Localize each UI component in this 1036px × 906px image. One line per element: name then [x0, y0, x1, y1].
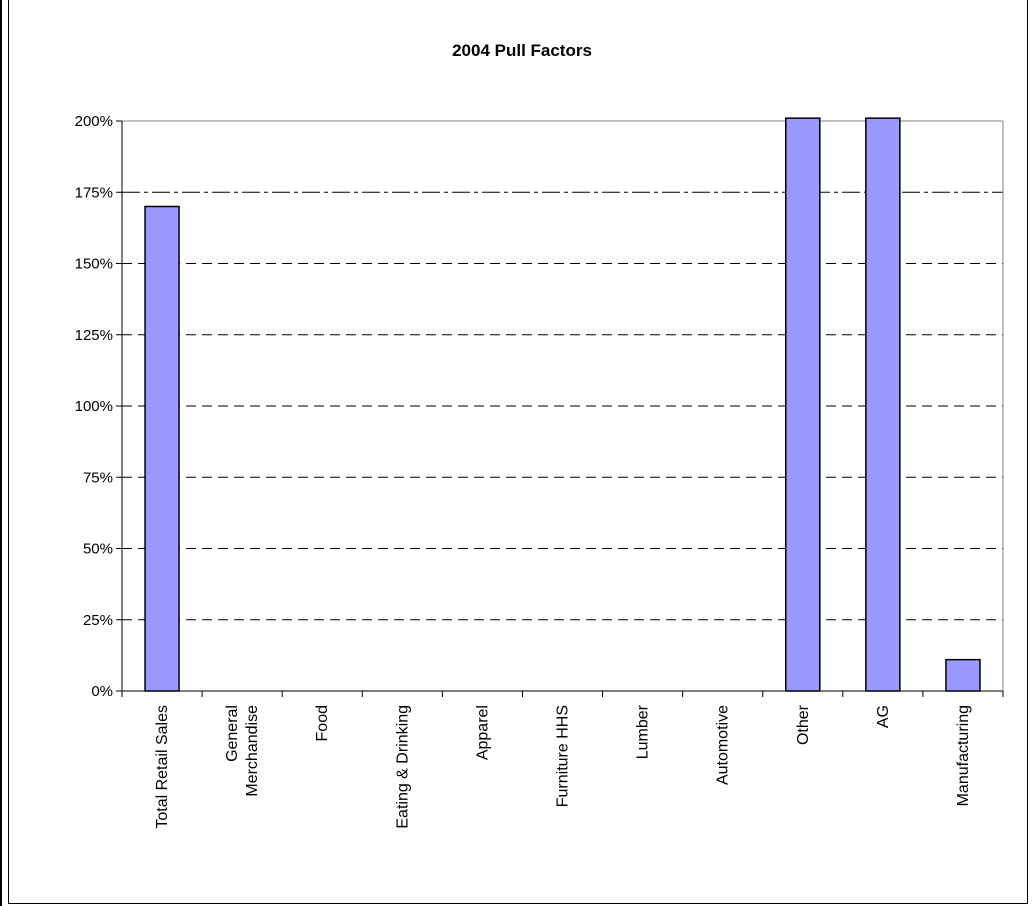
y-tick-label: 200%: [75, 113, 113, 130]
y-tick-label: 50%: [83, 541, 113, 558]
x-tick-label: Apparel: [474, 705, 491, 760]
y-tick-label: 125%: [75, 327, 113, 344]
bar: [865, 117, 901, 692]
x-tick-label: Furniture HHS: [555, 705, 572, 807]
x-tick-label: Lumber: [635, 704, 652, 759]
bar: [945, 658, 981, 692]
y-tick-label: 150%: [75, 256, 113, 273]
y-tick-label: 75%: [83, 469, 113, 486]
plot-area: 0% 25% 50% 75% 100% 125% 150% 175% 200% Total Ret…: [75, 113, 1004, 829]
x-tick-label: Eating & Drinking: [394, 705, 411, 829]
window-edge: [0, 0, 2, 906]
x-tick-label: Manufacturing: [955, 705, 972, 806]
x-tick-label: AG: [875, 705, 892, 728]
y-tick-label: 0%: [91, 683, 113, 700]
chart-title: 2004 Pull Factors: [452, 41, 592, 60]
x-tick-label: Other: [795, 704, 812, 745]
bar: [144, 205, 180, 692]
y-tick-label: 175%: [75, 184, 113, 201]
x-tick-label: Food: [314, 705, 331, 741]
y-tick-label: 25%: [83, 612, 113, 629]
x-tick-label: Automotive: [715, 705, 732, 785]
x-tick-label: Merchandise: [244, 705, 261, 797]
y-tick-label: 100%: [75, 398, 113, 415]
x-tick-label: General: [224, 705, 241, 762]
x-tick-label: Total Retail Sales: [154, 705, 171, 829]
bar: [785, 117, 821, 692]
